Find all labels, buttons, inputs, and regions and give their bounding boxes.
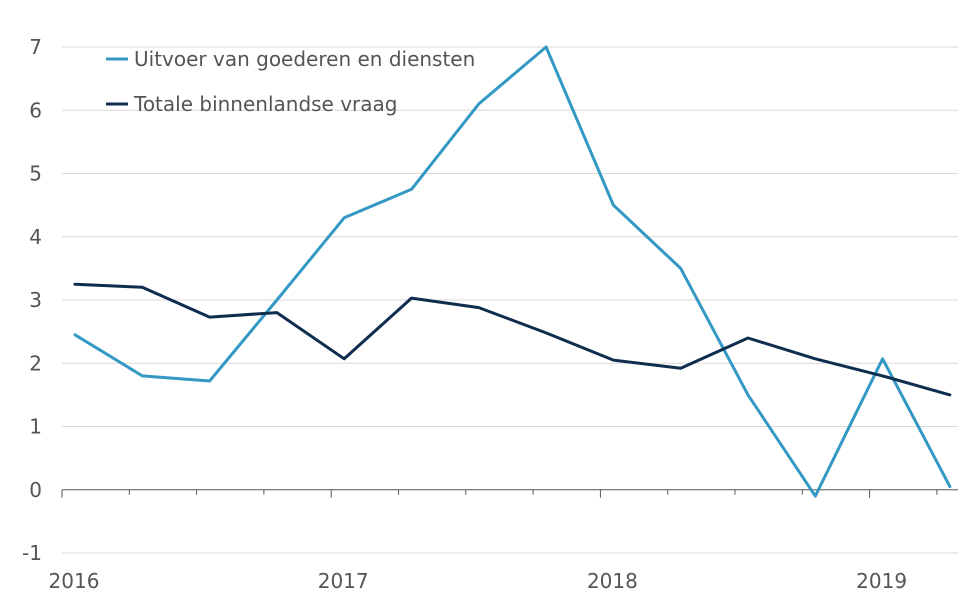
y-tick-label: 4 <box>29 225 42 249</box>
series-line-1 <box>73 282 952 397</box>
y-tick-label: 5 <box>29 162 42 186</box>
legend-label-uitvoer: Uitvoer van goederen en diensten <box>134 47 475 71</box>
gridlines <box>62 46 958 554</box>
y-tick-label: -1 <box>22 541 42 565</box>
y-tick-label: 1 <box>29 415 42 439</box>
x-tick-label-2018: 2018 <box>587 569 638 593</box>
x-tick-label-2017: 2017 <box>318 569 369 593</box>
series-line-0 <box>73 45 952 498</box>
y-tick-label: 2 <box>29 351 42 375</box>
x-tick-label-2019: 2019 <box>856 569 907 593</box>
legend-label-binnenlandse-vraag: Totale binnenlandse vraag <box>133 92 398 116</box>
y-tick-label: 7 <box>29 35 42 59</box>
x-tick-label-2016: 2016 <box>49 569 100 593</box>
series-lines <box>73 45 952 498</box>
y-tick-label: 3 <box>29 288 42 312</box>
y-tick-label: 6 <box>29 98 42 122</box>
legend: Uitvoer van goederen en diensten Totale … <box>106 47 475 116</box>
x-axis: 2016 2017 2018 2019 <box>49 489 958 593</box>
y-tick-label: 0 <box>29 478 42 502</box>
y-axis-tick-labels: -1 0 1 2 3 4 5 6 7 <box>22 35 42 565</box>
